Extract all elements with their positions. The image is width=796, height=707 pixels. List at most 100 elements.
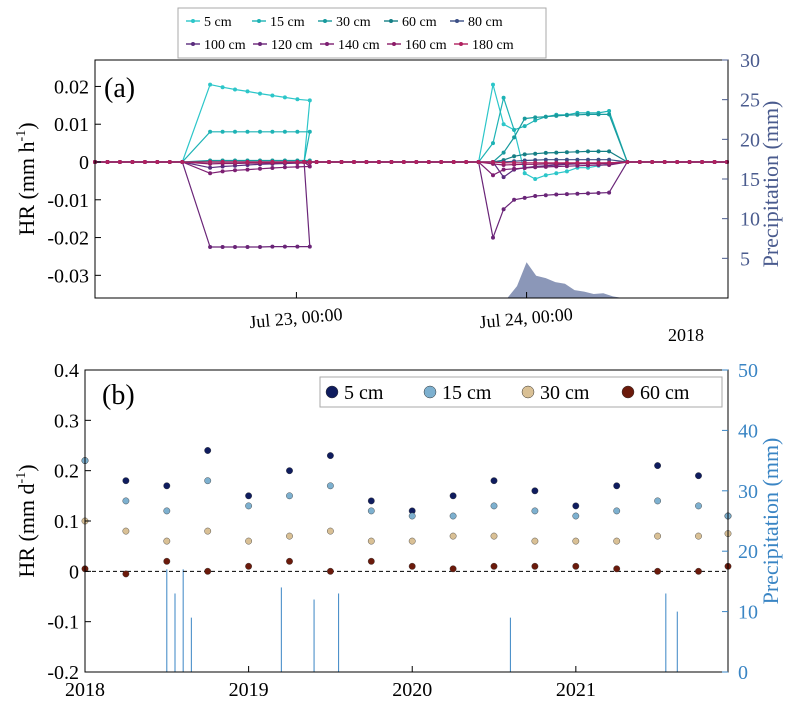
data-point <box>490 477 498 485</box>
data-point <box>117 160 122 164</box>
data-point <box>326 527 334 535</box>
data-point <box>564 157 569 162</box>
data-point <box>533 177 538 181</box>
data-point <box>531 537 539 545</box>
legend-marker <box>191 42 195 46</box>
data-point <box>307 164 312 169</box>
series-line-120cm <box>95 161 727 248</box>
data-point <box>167 160 172 164</box>
data-point <box>533 194 538 198</box>
data-point <box>295 160 300 164</box>
x-tick-label: 2019 <box>229 679 269 701</box>
data-point <box>364 160 369 164</box>
ylabel-close: ) <box>14 122 39 129</box>
data-point <box>282 244 287 249</box>
data-point <box>512 197 517 202</box>
legend-marker <box>459 42 463 46</box>
data-point <box>220 129 225 134</box>
y-tick-label: 0.4 <box>54 360 79 382</box>
legend-marker <box>521 385 535 399</box>
data-point <box>258 245 262 249</box>
data-point <box>650 160 655 164</box>
data-point <box>613 565 621 573</box>
legend-marker <box>455 19 459 23</box>
data-point <box>208 129 213 134</box>
legend-label: 15 cm <box>270 15 305 30</box>
data-point <box>367 557 375 565</box>
legend-label: 180 cm <box>472 38 514 53</box>
data-point <box>512 154 517 159</box>
data-point <box>204 447 212 454</box>
data-point <box>586 112 590 117</box>
data-point <box>543 160 548 165</box>
data-point <box>326 482 334 490</box>
data-point <box>180 160 185 164</box>
data-point <box>476 160 481 164</box>
data-point <box>607 190 612 195</box>
data-point <box>451 160 456 164</box>
data-point <box>575 149 580 154</box>
data-point <box>572 502 580 510</box>
data-point <box>501 175 506 180</box>
panel-a: 0.02 0.01 0 -0.01 -0.02 -0.03 5 10 15 20 25 30 Jul 2… <box>14 7 783 345</box>
data-point <box>654 532 661 540</box>
legend-marker <box>325 42 329 46</box>
legend-marker <box>257 19 261 23</box>
data-point <box>408 512 416 520</box>
data-point <box>522 171 527 176</box>
data-point <box>208 82 213 87</box>
data-point <box>326 567 334 575</box>
data-point <box>302 160 307 164</box>
y-axis-label-left-a: HR (mm h-1) <box>14 122 39 235</box>
data-point <box>220 164 225 169</box>
data-point <box>208 160 213 164</box>
panel-label-a: (a) <box>104 73 135 104</box>
legend-marker <box>389 19 393 23</box>
data-point <box>163 507 171 515</box>
data-point <box>501 160 506 165</box>
year-label: 2018 <box>668 325 704 345</box>
data-point <box>613 537 621 545</box>
data-point <box>220 169 225 174</box>
data-point <box>522 116 527 121</box>
data-point <box>245 167 250 172</box>
data-point <box>575 191 580 196</box>
data-point <box>295 164 300 169</box>
data-point <box>575 160 580 165</box>
legend-label: 5 cm <box>204 15 232 30</box>
data-point <box>512 160 517 165</box>
data-point <box>220 245 225 249</box>
data-point <box>512 127 517 132</box>
data-point <box>122 477 130 485</box>
data-point <box>575 157 580 162</box>
data-point <box>464 160 469 164</box>
legend-label: 60 cm <box>640 382 690 404</box>
data-point <box>490 532 498 540</box>
x-tick-label: 2021 <box>556 679 596 701</box>
y-tick-label: -0.01 <box>47 190 89 212</box>
data-point <box>564 160 569 165</box>
x-tick-label: Jul 23, 00:00 <box>248 304 343 332</box>
data-point <box>543 114 548 119</box>
legend-marker <box>191 19 195 23</box>
data-point <box>155 160 160 164</box>
data-point <box>554 171 559 176</box>
y-tick-label: -0.03 <box>47 265 89 287</box>
y-tick-label: 0.01 <box>54 114 89 136</box>
data-point <box>491 160 495 164</box>
data-point <box>414 160 419 164</box>
data-point <box>220 85 225 90</box>
data-point <box>501 122 506 127</box>
data-point <box>687 160 692 164</box>
data-point <box>233 87 237 92</box>
data-point <box>426 160 431 164</box>
data-point <box>122 497 130 505</box>
data-point <box>575 112 580 117</box>
data-point <box>233 168 237 173</box>
data-point <box>491 141 495 146</box>
legend-label: 100 cm <box>204 38 246 53</box>
data-point <box>122 527 130 535</box>
data-point <box>596 149 601 154</box>
y-tick-label: -0.02 <box>47 228 89 250</box>
